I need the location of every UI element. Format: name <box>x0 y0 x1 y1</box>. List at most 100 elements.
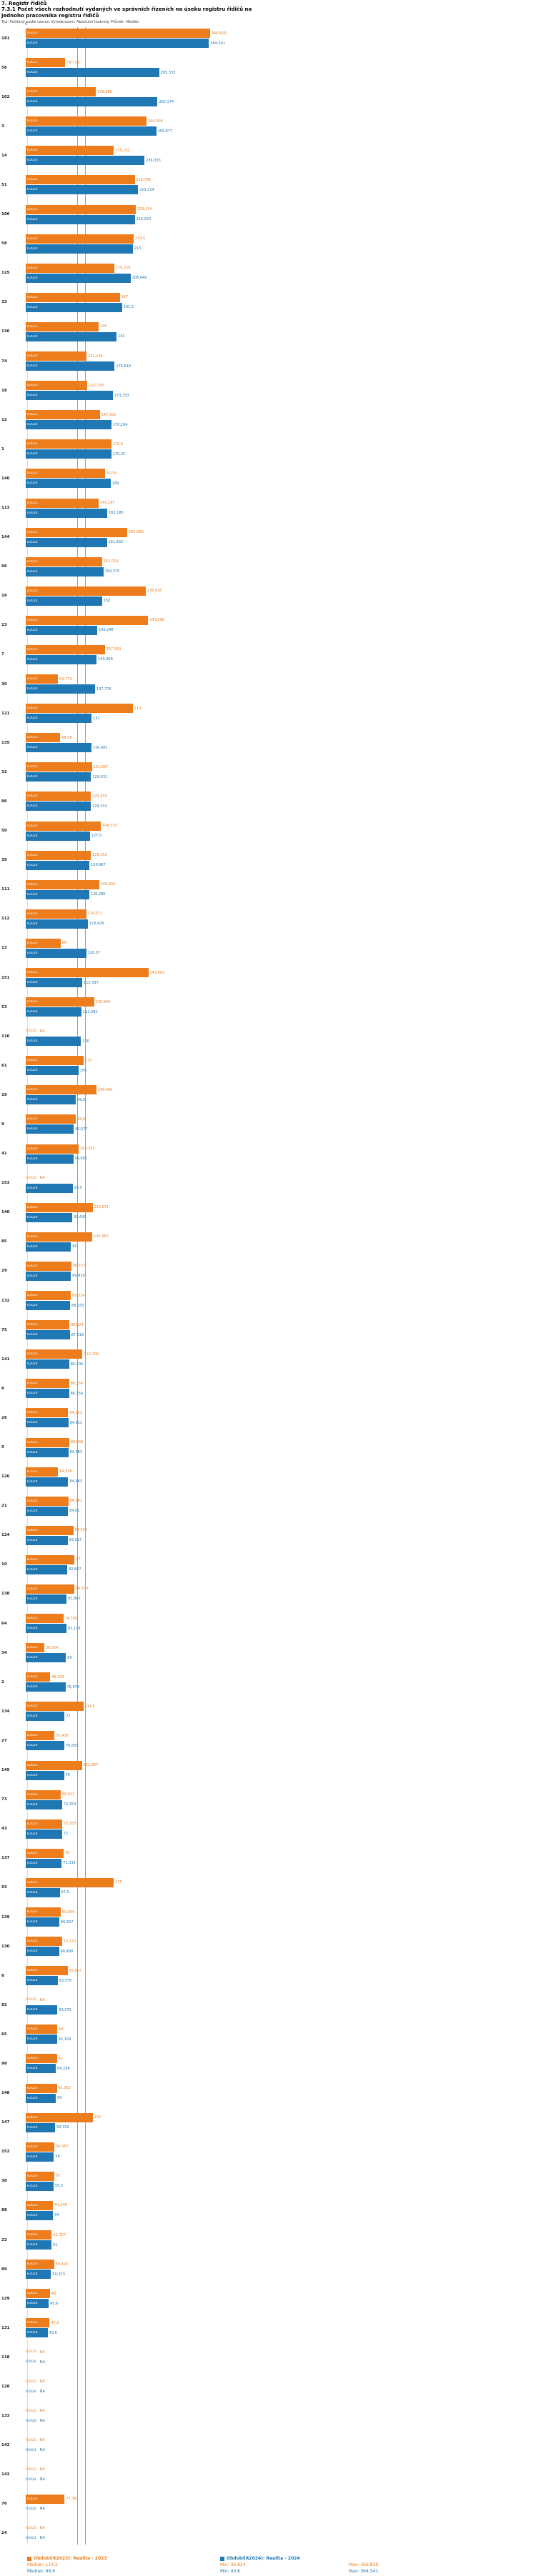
bar-2024[interactable]: R2024 <box>26 919 88 929</box>
bar-2024[interactable]: R2024 <box>26 1183 73 1193</box>
bar-2024[interactable]: R2024 <box>26 1799 62 1809</box>
bar-2023[interactable]: R2023 <box>26 2142 55 2152</box>
bar-2024[interactable]: R2024 <box>26 1535 68 1545</box>
bar-2024[interactable]: R2024 <box>26 831 90 841</box>
bar-2023[interactable]: R2023 <box>26 762 92 772</box>
bar-2023[interactable]: R2023 <box>26 2171 55 2181</box>
bar-2023[interactable]: R2023 <box>26 1643 44 1653</box>
bar-2024[interactable]: R2024 <box>26 2210 53 2220</box>
bar-2023[interactable]: R2023 <box>26 1877 114 1887</box>
bar-2023[interactable]: R2023 <box>26 1056 84 1066</box>
bar-2024[interactable]: R2024 <box>26 2240 51 2250</box>
bar-2024[interactable]: R2024 <box>26 185 138 195</box>
bar-2024[interactable]: R2024 <box>26 1477 69 1487</box>
bar-2024[interactable]: R2024 <box>26 1564 68 1574</box>
bar-2023[interactable]: R2023 <box>26 204 137 214</box>
bar-2024[interactable]: R2024 <box>26 1947 59 1957</box>
bar-2023[interactable]: R2023 <box>26 1731 55 1741</box>
bar-2023[interactable]: R2023 <box>26 792 91 802</box>
bar-2023[interactable]: R2023 <box>26 615 149 625</box>
bar-2024[interactable]: R2024 <box>26 2093 56 2103</box>
bar-2023[interactable]: R2023 <box>26 2318 50 2328</box>
bar-2023[interactable]: R2023 <box>26 116 147 126</box>
bar-2023[interactable]: R2023 <box>26 2230 52 2240</box>
bar-2023[interactable]: R2023 <box>26 469 105 479</box>
bar-2024[interactable]: R2024 <box>26 479 111 489</box>
bar-2023[interactable]: R2023 <box>26 175 135 185</box>
bar-2024[interactable]: R2024 <box>26 2122 55 2132</box>
bar-2024[interactable]: R2024 <box>26 449 111 459</box>
bar-2024[interactable]: R2024 <box>26 1007 82 1017</box>
bar-2023[interactable]: R2023 <box>26 2200 54 2210</box>
bar-2024[interactable]: R2024 <box>26 1271 71 1281</box>
bar-2023[interactable]: R2023 <box>26 1907 61 1917</box>
bar-2024[interactable]: R2024 <box>26 1359 69 1369</box>
bar-2023[interactable]: R2023 <box>26 1144 79 1154</box>
bar-2023[interactable]: R2023 <box>26 1349 83 1359</box>
bar-2023[interactable]: R2023 <box>26 1437 69 1447</box>
bar-2024[interactable]: R2024 <box>26 214 135 224</box>
bar-2023[interactable]: R2023 <box>26 674 58 684</box>
bar-2023[interactable]: R2023 <box>26 1291 71 1301</box>
bar-2023[interactable]: R2023 <box>26 321 99 331</box>
bar-2024[interactable]: R2024 <box>26 684 95 694</box>
bar-2024[interactable]: R2024 <box>26 39 209 48</box>
bar-2023[interactable]: R2023 <box>26 968 149 977</box>
bar-2024[interactable]: R2024 <box>26 2064 56 2074</box>
bar-2024[interactable]: R2024 <box>26 2299 49 2309</box>
bar-2024[interactable]: R2024 <box>26 2152 54 2162</box>
bar-2023[interactable]: R2023 <box>26 381 88 391</box>
bar-2024[interactable]: R2024 <box>26 68 159 78</box>
bar-2024[interactable]: R2024 <box>26 596 102 606</box>
bar-2023[interactable]: R2023 <box>26 1760 82 1770</box>
bar-2024[interactable]: R2024 <box>26 714 92 724</box>
bar-2023[interactable]: R2023 <box>26 58 66 68</box>
bar-2023[interactable]: R2023 <box>26 1554 75 1564</box>
bar-2023[interactable]: R2023 <box>26 87 96 97</box>
bar-2024[interactable]: R2024 <box>26 802 91 812</box>
bar-2023[interactable]: R2023 <box>26 1789 61 1799</box>
bar-2023[interactable]: R2023 <box>26 2494 65 2504</box>
bar-2024[interactable]: R2024 <box>26 889 89 899</box>
bar-2024[interactable]: R2024 <box>26 391 113 401</box>
bar-2023[interactable]: R2023 <box>26 527 128 537</box>
bar-2023[interactable]: R2023 <box>26 879 99 889</box>
bar-2023[interactable]: R2023 <box>26 410 100 420</box>
bar-2023[interactable]: R2023 <box>26 1614 64 1624</box>
bar-2024[interactable]: R2024 <box>26 1242 71 1252</box>
bar-2024[interactable]: R2024 <box>26 1976 58 1986</box>
bar-2024[interactable]: R2024 <box>26 1682 66 1692</box>
bar-2024[interactable]: R2024 <box>26 948 86 958</box>
bar-2024[interactable]: R2024 <box>26 361 115 371</box>
bar-2024[interactable]: R2024 <box>26 1124 74 1134</box>
bar-2024[interactable]: R2024 <box>26 273 131 283</box>
bar-2023[interactable]: R2023 <box>26 1819 62 1829</box>
bar-2024[interactable]: R2024 <box>26 654 97 664</box>
bar-2024[interactable]: R2024 <box>26 2005 58 2015</box>
bar-2023[interactable]: R2023 <box>26 2112 93 2122</box>
bar-2023[interactable]: R2023 <box>26 439 111 449</box>
bar-2023[interactable]: R2023 <box>26 2260 54 2270</box>
bar-2023[interactable]: R2023 <box>26 498 99 508</box>
bar-2024[interactable]: R2024 <box>26 1653 66 1663</box>
bar-2024[interactable]: R2024 <box>26 508 108 518</box>
bar-2024[interactable]: R2024 <box>26 1330 70 1340</box>
bar-2024[interactable]: R2024 <box>26 772 91 782</box>
legend-item-2024[interactable]: Období(R2024): Realita - 2024 <box>220 2556 530 2561</box>
bar-2023[interactable]: R2023 <box>26 29 210 38</box>
bar-2024[interactable]: R2024 <box>26 1418 69 1428</box>
bar-2023[interactable]: R2023 <box>26 1496 69 1506</box>
bar-2023[interactable]: R2023 <box>26 1114 76 1124</box>
bar-2023[interactable]: R2023 <box>26 2054 57 2064</box>
bar-2023[interactable]: R2023 <box>26 1966 68 1976</box>
bar-2024[interactable]: R2024 <box>26 97 158 107</box>
bar-2024[interactable]: R2024 <box>26 1447 69 1457</box>
bar-2023[interactable]: R2023 <box>26 146 114 156</box>
bar-2024[interactable]: R2024 <box>26 1066 79 1076</box>
bar-2023[interactable]: R2023 <box>26 821 101 831</box>
bar-2023[interactable]: R2023 <box>26 292 120 302</box>
bar-2024[interactable]: R2024 <box>26 2270 51 2280</box>
bar-2024[interactable]: R2024 <box>26 1095 76 1105</box>
bar-2024[interactable]: R2024 <box>26 1887 60 1897</box>
bar-2023[interactable]: R2023 <box>26 1937 62 1947</box>
